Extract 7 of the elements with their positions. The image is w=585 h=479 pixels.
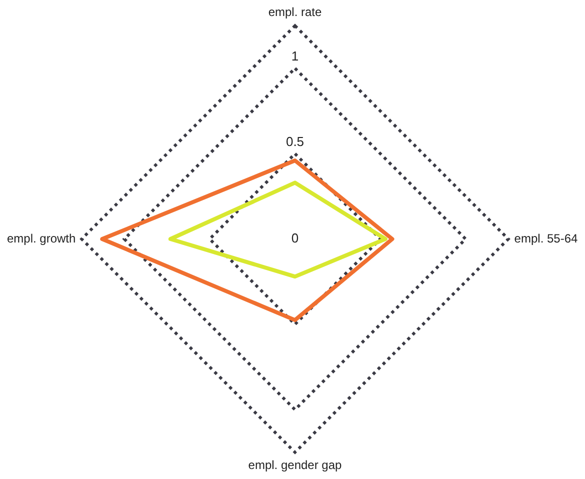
y-tick-label: 0 [291, 230, 299, 246]
spoke-label: empl. rate [268, 4, 322, 19]
spoke-label: empl. gender gap [248, 458, 342, 472]
spoke-label: empl. growth [6, 231, 76, 246]
y-tick-label: 0.5 [286, 134, 304, 149]
spoke-label: empl. 55-64 [514, 231, 578, 246]
y-tick-label: 1 [291, 48, 299, 64]
